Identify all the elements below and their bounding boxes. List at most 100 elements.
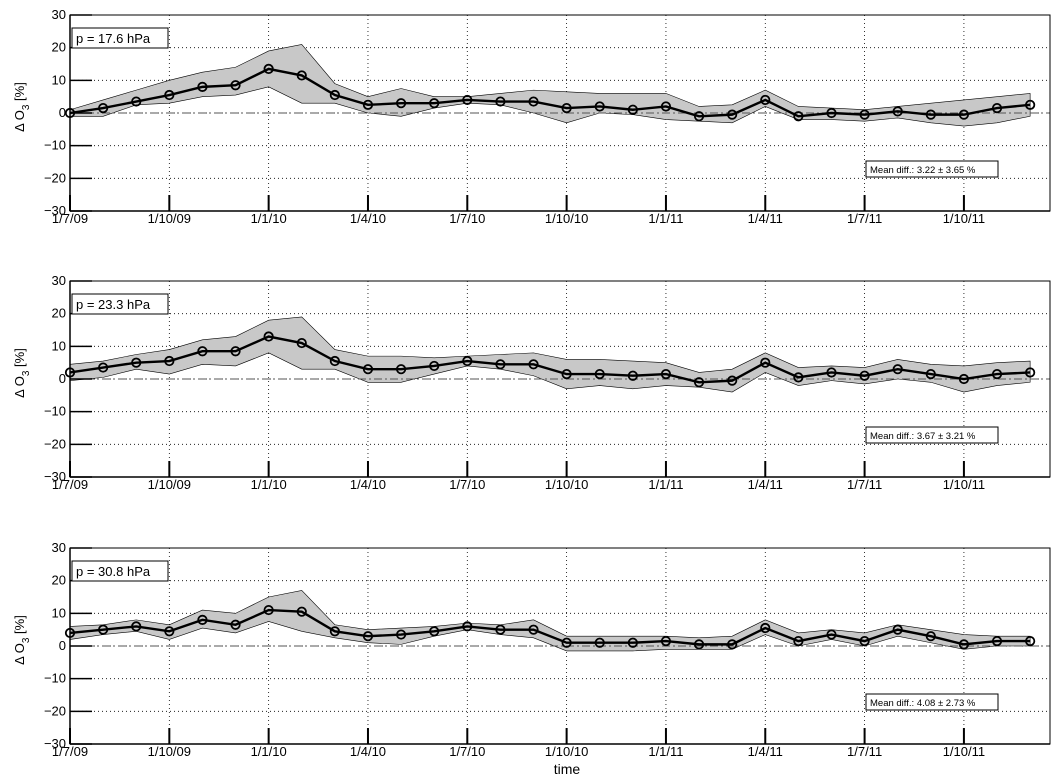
x-tick-label: 1/7/10 xyxy=(449,477,485,492)
data-point xyxy=(892,364,903,375)
x-tick-label: 1/7/11 xyxy=(847,211,882,226)
x-tick-label: 1/1/11 xyxy=(648,211,683,226)
data-point xyxy=(991,368,1003,380)
data-point xyxy=(362,364,374,375)
data-point xyxy=(561,368,572,380)
series-line xyxy=(69,67,1031,118)
y-tick-label: 20 xyxy=(52,40,66,55)
data-point xyxy=(859,109,870,120)
data-point xyxy=(826,107,837,119)
x-tick-label: 1/10/11 xyxy=(943,744,985,759)
pressure-label-box xyxy=(71,27,169,49)
data-point xyxy=(1025,635,1036,647)
y-tick-label: −10 xyxy=(44,138,66,153)
data-point xyxy=(197,346,208,357)
mean-diff-text: Mean diff.: 4.08 ± 2.73 % xyxy=(870,698,976,709)
data-point xyxy=(693,639,705,650)
x-tick-label: 1/10/09 xyxy=(148,211,191,226)
pressure-label: p = 17.6 hPa xyxy=(76,31,151,46)
pressure-label-box xyxy=(71,560,169,582)
y-axis-label: Δ O3 [%] xyxy=(12,82,32,132)
uncertainty-band xyxy=(69,44,1031,127)
data-point xyxy=(429,360,440,372)
data-point xyxy=(164,355,175,367)
y-tick-label: 10 xyxy=(52,72,66,87)
data-point xyxy=(859,370,870,381)
data-point xyxy=(296,606,307,617)
data-point xyxy=(462,621,473,632)
data-point xyxy=(561,637,572,648)
x-tick-label: 1/1/11 xyxy=(648,477,683,492)
y-tick-label: 0 xyxy=(59,105,66,120)
data-point xyxy=(958,109,970,120)
x-tick-label: 1/1/11 xyxy=(648,744,683,759)
y-tick-label: −20 xyxy=(44,436,66,451)
data-point xyxy=(362,631,374,642)
data-point xyxy=(429,98,440,109)
data-point xyxy=(1025,367,1036,378)
pressure-label: p = 30.8 hPa xyxy=(76,564,151,579)
data-point xyxy=(197,81,208,92)
y-tick-label: −30 xyxy=(44,736,66,751)
data-point xyxy=(528,359,539,370)
data-point xyxy=(98,362,109,373)
uncertainty-band xyxy=(69,316,1031,393)
mean-diff-box xyxy=(865,160,999,178)
series-line xyxy=(69,335,1031,384)
x-tick-label: 1/10/11 xyxy=(943,477,985,492)
x-tick-label: 1/10/10 xyxy=(545,477,588,492)
y-tick-label: 30 xyxy=(52,540,66,555)
data-point xyxy=(98,624,109,635)
data-point xyxy=(395,364,407,375)
chart-panel-2: 30 20 10 0 −10 −20 −301/7/09 1/10/09 1/1/10 1/4/1… xyxy=(12,273,1051,492)
x-tick-label: 1/7/10 xyxy=(449,211,485,226)
data-point xyxy=(727,639,738,650)
data-point xyxy=(925,631,936,642)
data-point xyxy=(395,629,407,640)
mean-diff-box xyxy=(865,426,999,444)
chart-panel-1: 30 20 10 0 −10 −20 −301/7/09 1/10/09 1/1/10 1/4/1… xyxy=(12,7,1051,226)
data-point xyxy=(958,373,970,385)
x-tick-label: 1/1/10 xyxy=(251,211,287,226)
y-tick-label: 0 xyxy=(59,371,66,386)
data-point xyxy=(793,372,804,383)
data-point xyxy=(627,637,638,648)
data-point xyxy=(263,331,274,342)
y-axis-label: Δ O3 [%] xyxy=(12,348,32,398)
data-point xyxy=(495,359,506,370)
data-point xyxy=(991,103,1003,114)
data-point xyxy=(495,96,506,107)
y-tick-label: 10 xyxy=(52,605,66,620)
data-point xyxy=(528,624,539,635)
x-tick-label: 1/4/10 xyxy=(350,744,386,759)
data-point xyxy=(561,103,572,114)
data-point xyxy=(594,101,605,112)
x-tick-label: 1/4/11 xyxy=(748,744,783,759)
data-point xyxy=(131,357,142,368)
data-point xyxy=(131,96,142,107)
data-point xyxy=(131,621,142,632)
x-tick-label: 1/10/11 xyxy=(943,211,985,226)
data-point xyxy=(98,103,109,114)
data-point xyxy=(594,637,605,648)
x-tick-label: 1/4/11 xyxy=(748,211,783,226)
x-tick-label: 1/4/11 xyxy=(748,477,783,492)
data-point xyxy=(230,80,241,91)
y-tick-label: −30 xyxy=(44,203,66,218)
x-tick-label: 1/7/09 xyxy=(52,744,88,759)
x-tick-label: 1/1/10 xyxy=(251,744,287,759)
x-tick-label: 1/7/11 xyxy=(847,744,882,759)
data-point xyxy=(164,89,175,101)
data-point xyxy=(892,106,903,117)
x-tick-label: 1/7/10 xyxy=(449,744,485,759)
y-tick-label: −10 xyxy=(44,671,66,686)
data-point xyxy=(859,635,870,647)
data-point xyxy=(793,635,804,647)
data-point xyxy=(760,94,771,106)
y-tick-label: 0 xyxy=(59,638,66,653)
data-point xyxy=(495,624,506,635)
data-point xyxy=(627,370,638,381)
data-point xyxy=(627,104,638,115)
y-tick-label: 20 xyxy=(52,573,66,588)
data-point xyxy=(727,109,738,120)
